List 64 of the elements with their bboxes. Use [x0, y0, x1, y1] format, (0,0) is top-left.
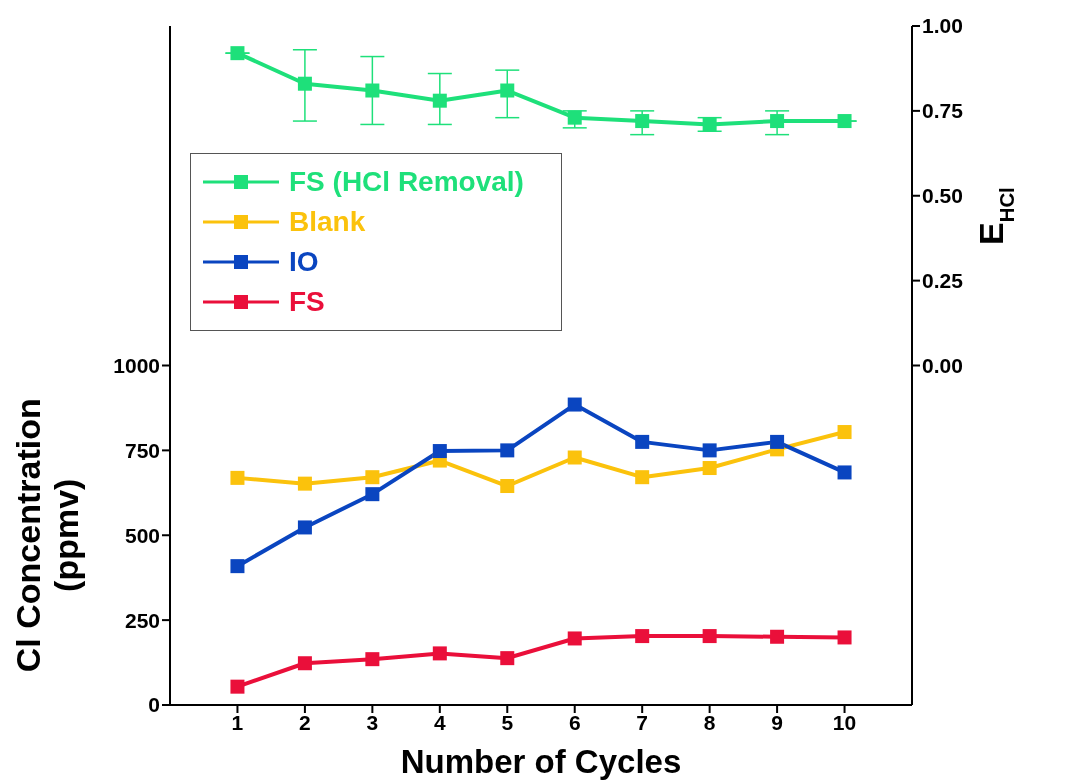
point	[770, 434, 785, 449]
legend-label: FS (HCl Removal)	[289, 166, 524, 198]
point	[567, 110, 582, 125]
y-tick-label: 0	[148, 693, 160, 717]
point	[432, 444, 447, 459]
point	[702, 443, 717, 458]
point	[702, 629, 717, 644]
point	[837, 425, 852, 440]
y-tick-label: 500	[124, 523, 160, 547]
point	[230, 46, 245, 61]
point	[500, 83, 515, 98]
x-tick-label: 3	[366, 710, 379, 734]
point	[230, 559, 245, 574]
point	[635, 470, 650, 485]
point	[567, 450, 582, 465]
y-axis-title: Cl Concentration (ppmv)	[9, 398, 85, 673]
y2-tick-label: 0.75	[922, 99, 964, 123]
x-tick-label: 1	[231, 710, 244, 734]
legend-label: FS	[289, 286, 325, 318]
point	[837, 114, 852, 129]
point	[635, 114, 650, 129]
point	[635, 629, 650, 644]
x-tick-label: 4	[433, 710, 446, 734]
x-tick-label: 7	[636, 710, 649, 734]
point	[567, 631, 582, 646]
x-tick-label: 10	[832, 710, 857, 734]
x-tick-label: 6	[568, 710, 581, 734]
point	[500, 651, 515, 666]
point	[297, 656, 312, 671]
point	[297, 476, 312, 491]
point	[297, 520, 312, 535]
point	[365, 470, 380, 485]
y2-tick-label: 0.00	[922, 353, 963, 377]
point	[297, 76, 312, 91]
legend-label: IO	[289, 246, 319, 278]
point	[365, 487, 380, 502]
point	[365, 83, 380, 98]
x-tick-label: 8	[703, 710, 716, 734]
point	[230, 470, 245, 485]
y-tick-label: 250	[124, 608, 160, 632]
y2-tick-label: 1.00	[922, 14, 963, 38]
point	[702, 117, 717, 132]
y2-tick-label: 0.25	[922, 269, 964, 293]
point	[365, 652, 380, 667]
x-axis-title: Number of Cycles	[400, 743, 682, 780]
point	[770, 629, 785, 644]
point	[837, 465, 852, 480]
point	[432, 93, 447, 108]
point	[702, 461, 717, 476]
y2-tick-label: 0.50	[922, 184, 963, 208]
x-tick-label: 9	[771, 710, 783, 734]
point	[500, 479, 515, 494]
point	[230, 679, 245, 694]
y-tick-label: 750	[124, 438, 160, 462]
point	[567, 397, 582, 412]
y-tick-label: 1000	[113, 353, 160, 377]
point	[635, 434, 650, 449]
x-tick-label: 2	[299, 710, 311, 734]
point	[500, 443, 515, 458]
x-tick-label: 5	[501, 710, 514, 734]
point	[770, 114, 785, 129]
legend-label: Blank	[289, 206, 366, 238]
point	[432, 646, 447, 661]
point	[837, 630, 852, 645]
